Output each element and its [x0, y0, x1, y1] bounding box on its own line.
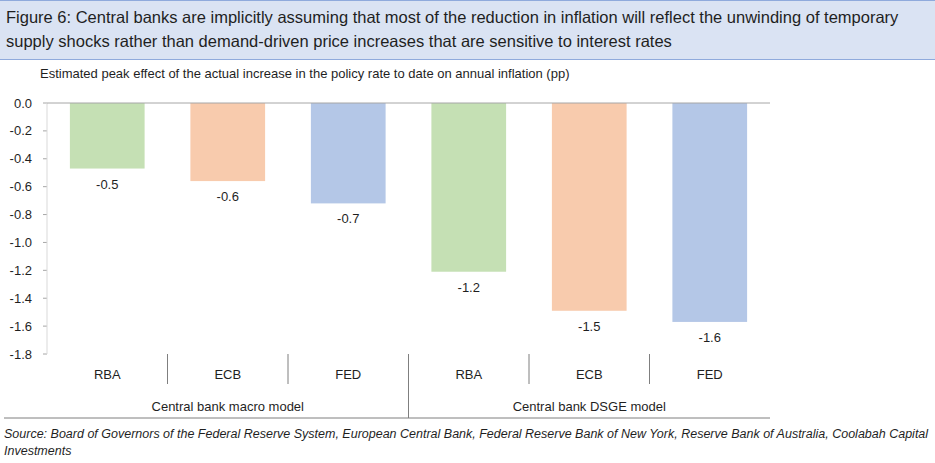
group-label: Central bank DSGE model	[513, 399, 666, 414]
data-label: -1.5	[578, 319, 600, 334]
y-tick-label: -1.4	[10, 291, 32, 306]
category-separator	[529, 354, 530, 384]
bars	[70, 103, 747, 322]
data-label: -0.6	[217, 189, 239, 204]
category-separator	[167, 354, 168, 384]
bar	[311, 103, 386, 203]
y-tick	[43, 130, 47, 131]
y-tick	[43, 354, 47, 355]
group-separator	[408, 354, 409, 418]
x-tick-label: FED	[697, 367, 723, 382]
bar	[552, 103, 627, 311]
data-label: -1.2	[458, 280, 480, 295]
x-tick-label: FED	[335, 367, 361, 382]
bar	[431, 103, 506, 272]
source: Source: Board of Governors of the Federa…	[4, 426, 929, 460]
data-label: -0.5	[96, 177, 118, 192]
y-tick	[43, 326, 47, 327]
y-tick-label: -1.6	[10, 319, 32, 334]
y-tick-label: 0.0	[14, 96, 32, 111]
data-label: -1.6	[699, 330, 721, 345]
y-tick	[43, 214, 47, 215]
x-tick-label: ECB	[214, 367, 241, 382]
category-separator	[288, 354, 289, 384]
bar	[672, 103, 747, 322]
y-tick	[43, 158, 47, 159]
x-axis	[47, 103, 770, 104]
y-tick-label: -0.8	[10, 207, 32, 222]
bar	[70, 103, 145, 169]
y-tick-label: -1.0	[10, 235, 32, 250]
x-tick-label: RBA	[94, 367, 121, 382]
title: Figure 6: Central banks are implicitly a…	[0, 0, 935, 60]
x-tick-label: RBA	[455, 367, 482, 382]
y-axis	[47, 103, 48, 354]
group-baseline	[4, 418, 770, 419]
data-label: -0.7	[337, 211, 359, 226]
bar	[190, 103, 265, 181]
y-tick	[43, 186, 47, 187]
category-separator	[649, 354, 650, 384]
y-tick-label: -1.8	[10, 347, 32, 362]
y-tick-label: -0.4	[10, 151, 32, 166]
y-tick	[43, 103, 47, 104]
y-tick-label: -0.6	[10, 179, 32, 194]
y-tick	[43, 270, 47, 271]
chart: Estimated peak effect of the actual incr…	[0, 0, 935, 463]
x-tick-label: ECB	[576, 367, 603, 382]
y-tick-label: -1.2	[10, 263, 32, 278]
y-tick	[43, 242, 47, 243]
y-tick-label: -0.2	[10, 123, 32, 138]
subtitle: Estimated peak effect of the actual incr…	[40, 66, 569, 81]
y-tick	[43, 298, 47, 299]
group-label: Central bank macro model	[152, 399, 305, 414]
